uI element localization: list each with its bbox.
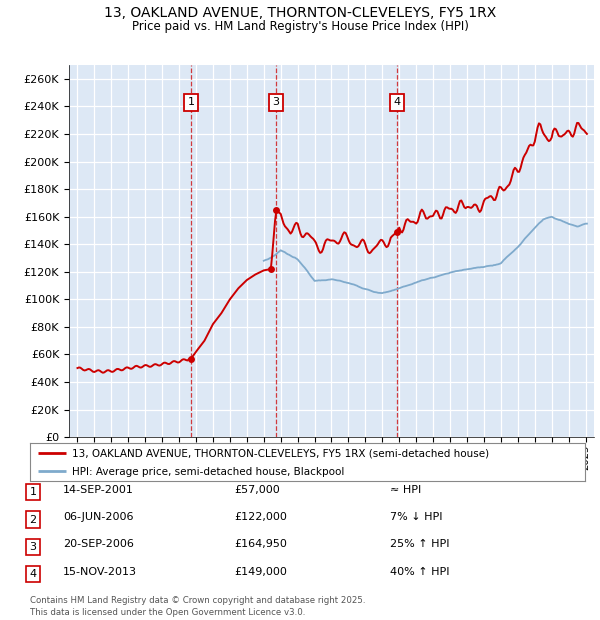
Text: 13, OAKLAND AVENUE, THORNTON-CLEVELEYS, FY5 1RX: 13, OAKLAND AVENUE, THORNTON-CLEVELEYS, … — [104, 6, 496, 20]
Text: £149,000: £149,000 — [234, 567, 287, 577]
Text: 1: 1 — [29, 487, 37, 497]
Text: 06-JUN-2006: 06-JUN-2006 — [63, 512, 133, 522]
Text: £122,000: £122,000 — [234, 512, 287, 522]
Text: 3: 3 — [272, 97, 280, 107]
Text: 4: 4 — [394, 97, 401, 107]
Text: 13, OAKLAND AVENUE, THORNTON-CLEVELEYS, FY5 1RX (semi-detached house): 13, OAKLAND AVENUE, THORNTON-CLEVELEYS, … — [71, 449, 489, 459]
Text: 7% ↓ HPI: 7% ↓ HPI — [390, 512, 443, 522]
Text: 20-SEP-2006: 20-SEP-2006 — [63, 539, 134, 549]
Text: 3: 3 — [29, 542, 37, 552]
Text: 1: 1 — [188, 97, 194, 107]
Text: HPI: Average price, semi-detached house, Blackpool: HPI: Average price, semi-detached house,… — [71, 467, 344, 477]
Text: 40% ↑ HPI: 40% ↑ HPI — [390, 567, 449, 577]
Text: 2: 2 — [29, 515, 37, 525]
Text: 25% ↑ HPI: 25% ↑ HPI — [390, 539, 449, 549]
Text: Price paid vs. HM Land Registry's House Price Index (HPI): Price paid vs. HM Land Registry's House … — [131, 20, 469, 33]
Text: £164,950: £164,950 — [234, 539, 287, 549]
Text: 15-NOV-2013: 15-NOV-2013 — [63, 567, 137, 577]
Text: 14-SEP-2001: 14-SEP-2001 — [63, 485, 134, 495]
Text: £57,000: £57,000 — [234, 485, 280, 495]
Text: ≈ HPI: ≈ HPI — [390, 485, 421, 495]
Text: 4: 4 — [29, 569, 37, 579]
Text: Contains HM Land Registry data © Crown copyright and database right 2025.
This d: Contains HM Land Registry data © Crown c… — [30, 596, 365, 617]
